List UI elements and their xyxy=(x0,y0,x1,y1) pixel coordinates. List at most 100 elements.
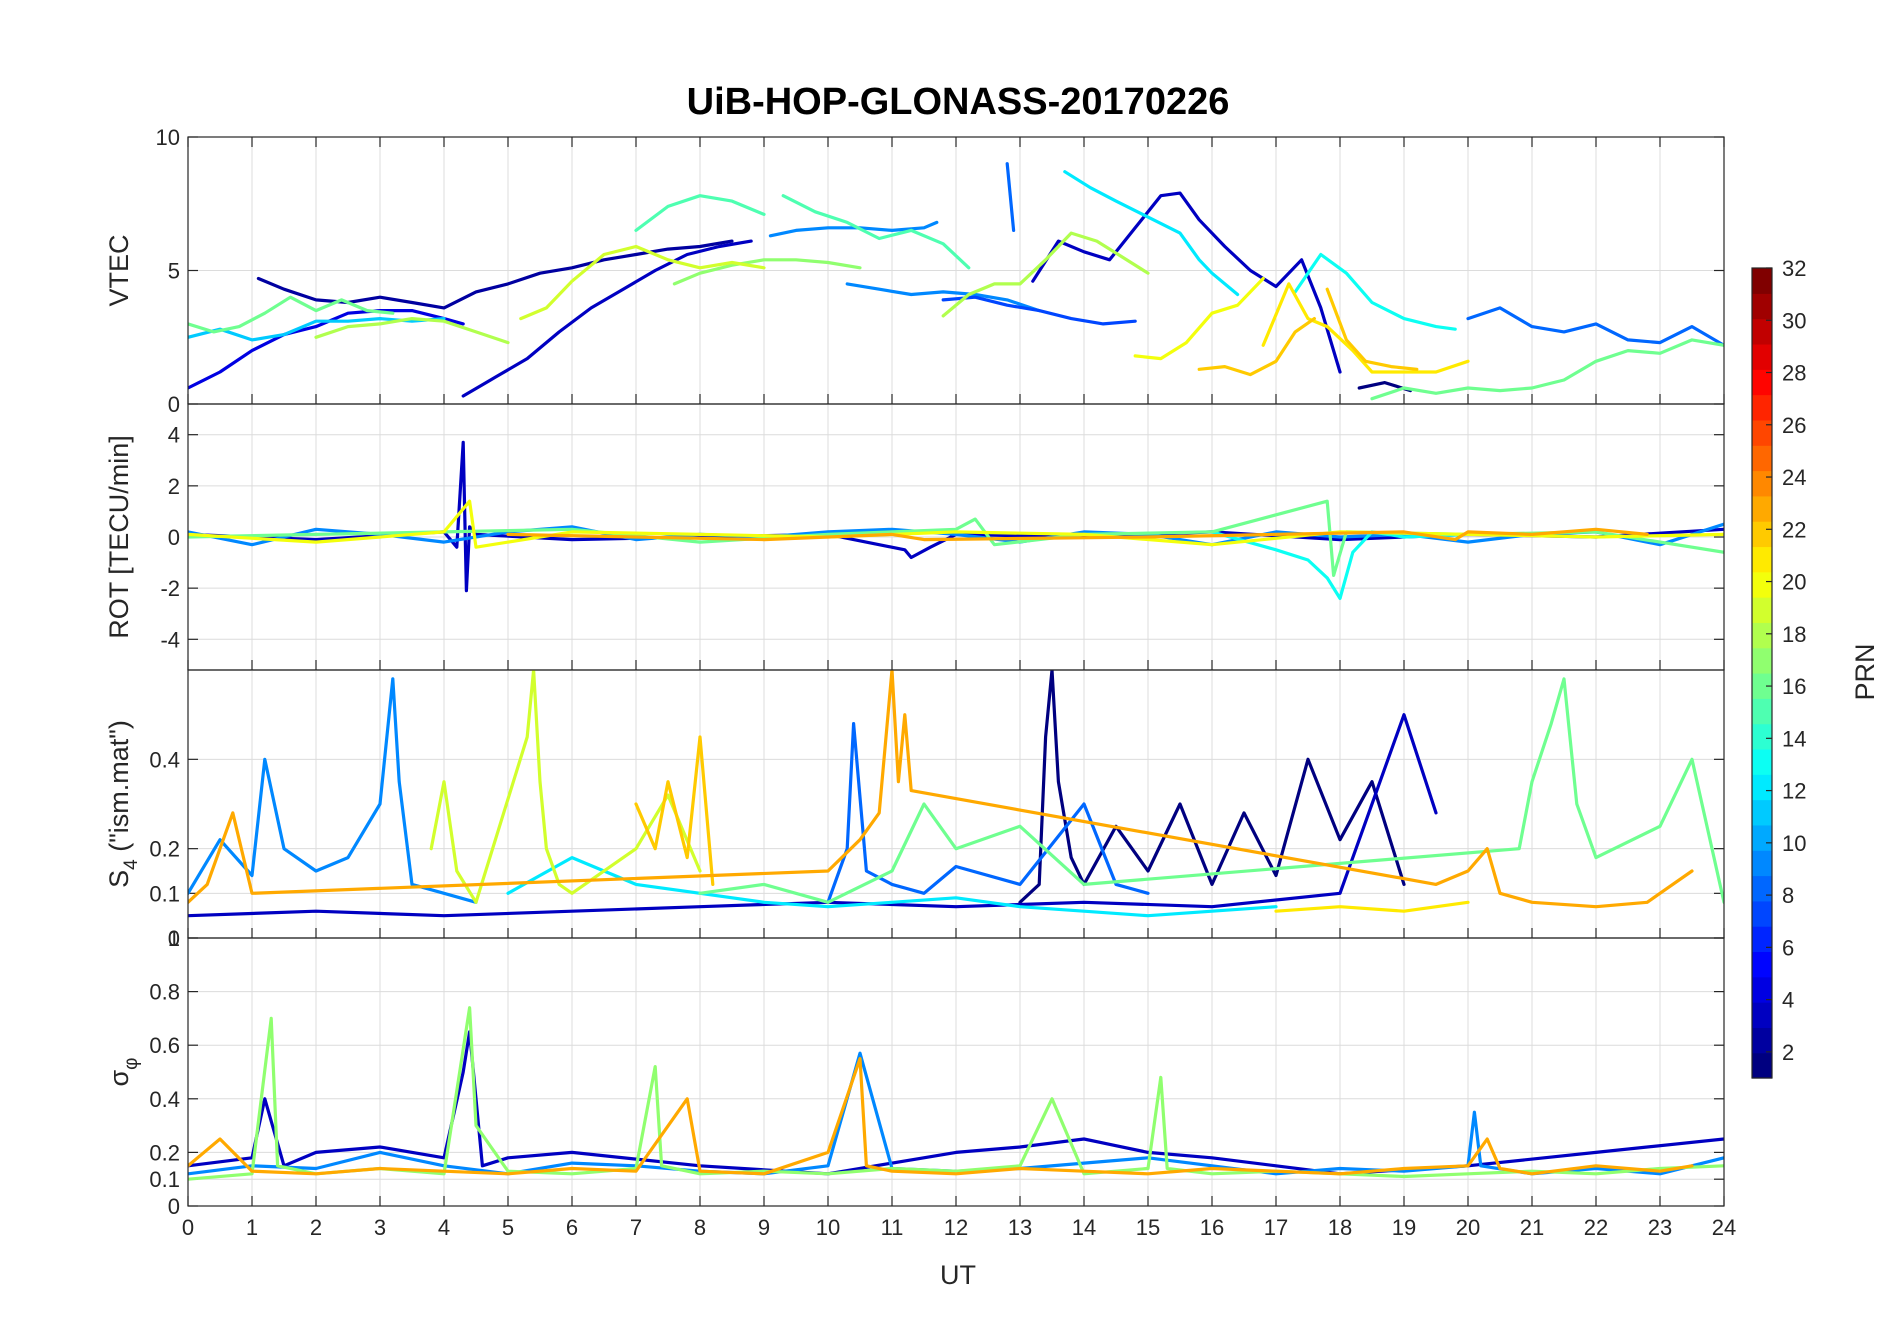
colorbar-tick-label: 14 xyxy=(1782,726,1806,751)
colorbar-segment xyxy=(1752,293,1772,320)
panel-s4: 0 0.1 0.2 0.4 S4 ("ism.mat") xyxy=(104,669,1725,951)
y-axis-label-sub: 4 xyxy=(121,859,142,870)
colorbar-segment xyxy=(1752,976,1772,1003)
series-line-prn-12 xyxy=(1063,170,1240,297)
colorbar-tick-label: 6 xyxy=(1782,935,1794,960)
series-group xyxy=(188,1006,1724,1181)
colorbar-segment xyxy=(1752,622,1772,649)
y-axis-label-main: S xyxy=(104,870,134,888)
y-tick-label: 0 xyxy=(168,926,180,951)
colorbar-segment xyxy=(1752,774,1772,801)
series-line-prn-16 xyxy=(1370,338,1724,401)
series-line-prn-9 xyxy=(188,522,1724,547)
series-line-prn-15 xyxy=(634,194,766,232)
colorbar-segment xyxy=(1752,673,1772,699)
colorbar-tick-label: 26 xyxy=(1782,413,1806,438)
colorbar-segment xyxy=(1752,850,1772,877)
colorbar-segment xyxy=(1752,1052,1772,1079)
colorbar-segment xyxy=(1752,723,1772,750)
y-tick-label: 0.4 xyxy=(149,747,180,772)
colorbar-tick-label: 20 xyxy=(1782,570,1806,595)
series-line-prn-18 xyxy=(941,231,1150,318)
colorbar-segment xyxy=(1752,571,1772,598)
y-axis-label: S4 ("ism.mat") xyxy=(104,720,142,888)
colorbar-segment xyxy=(1752,926,1772,953)
colorbar-tick-label: 2 xyxy=(1782,1040,1794,1065)
x-tick-label: 2 xyxy=(310,1215,322,1240)
series-line-prn-3 xyxy=(1031,191,1342,374)
series-line-prn-2 xyxy=(256,239,734,310)
series-line-prn-17 xyxy=(672,258,862,286)
x-tick-label: 6 xyxy=(566,1215,578,1240)
y-tick-label: 0 xyxy=(168,392,180,417)
x-tick-label: 9 xyxy=(758,1215,770,1240)
colorbar-tick-label: 4 xyxy=(1782,988,1794,1013)
y-tick-label: 0.8 xyxy=(149,980,180,1005)
colorbar-tick-label: 18 xyxy=(1782,622,1806,647)
x-tick-label: 7 xyxy=(630,1215,642,1240)
x-tick-label: 5 xyxy=(502,1215,514,1240)
series-line-prn-3 xyxy=(188,1030,1724,1176)
series-line-prn-22 xyxy=(1197,317,1316,377)
y-axis-label: σφ xyxy=(104,1058,142,1087)
series-line-prn-8 xyxy=(1466,306,1724,347)
colorbar-tick-label: 16 xyxy=(1782,674,1806,699)
y-tick-label: 0 xyxy=(168,525,180,550)
y-tick-label: -4 xyxy=(160,627,180,652)
series-line-prn-8 xyxy=(826,722,1150,904)
x-tick-label: 21 xyxy=(1520,1215,1544,1240)
x-tick-label: 12 xyxy=(944,1215,968,1240)
series-line-prn-13 xyxy=(1293,252,1457,331)
series-group xyxy=(188,670,1724,918)
colorbar-segment xyxy=(1752,647,1772,674)
colorbar-segment xyxy=(1752,1002,1772,1028)
series-line-prn-12 xyxy=(506,856,1278,918)
y-tick-label: 5 xyxy=(168,259,180,284)
x-tick-label: 15 xyxy=(1136,1215,1160,1240)
series-line-prn-1 xyxy=(1018,670,1406,904)
series-line-prn-15 xyxy=(781,194,971,270)
x-tick-label: 11 xyxy=(881,1215,904,1240)
series-line-prn-22 xyxy=(634,735,715,886)
colorbar-segment xyxy=(1752,799,1772,826)
x-tick-label: 24 xyxy=(1712,1215,1736,1240)
colorbar-segment xyxy=(1752,268,1772,294)
colorbar-tick-label: 28 xyxy=(1782,361,1806,386)
colorbar-segment xyxy=(1752,445,1772,472)
colorbar-frame xyxy=(1751,267,1773,1079)
x-tick-label: 20 xyxy=(1456,1215,1480,1240)
y-tick-label: 0.2 xyxy=(149,837,180,862)
series-line-prn-7 xyxy=(941,295,1137,326)
series-line-prn-3 xyxy=(188,713,1438,918)
colorbar-segment xyxy=(1752,419,1772,446)
series-line-prn-9 xyxy=(845,282,1041,313)
colorbar-tick-label: 24 xyxy=(1782,465,1806,490)
colorbar-segment xyxy=(1752,951,1772,978)
series-line-prn-21 xyxy=(1261,282,1470,374)
y-tick-label: 0.1 xyxy=(149,1167,180,1192)
y-axis-label: ROT [TECU/min] xyxy=(104,435,134,639)
x-tick-label: 0 xyxy=(182,1215,194,1240)
x-tick-label: 14 xyxy=(1072,1215,1096,1240)
series-line-prn-9 xyxy=(188,677,478,904)
series-line-prn-21 xyxy=(1274,900,1470,913)
y-tick-label: 2 xyxy=(168,474,180,499)
x-tick-label: 23 xyxy=(1648,1215,1672,1240)
x-axis: 0 1 2 3 4 5 6 7 8 9 10 11 12 13 14 15 16 17 18 19 20 21 22 23 24 xyxy=(182,137,1736,1240)
colorbar-segment xyxy=(1752,521,1772,548)
colorbar-segment xyxy=(1752,597,1772,623)
series-line-prn-16 xyxy=(698,677,1724,904)
colorbar-segment xyxy=(1752,343,1772,370)
colorbar-segment xyxy=(1752,394,1772,421)
colorbar-segment xyxy=(1752,546,1772,573)
colorbar-label: PRN xyxy=(1850,643,1880,700)
y-axis-label-rest: ("ism.mat") xyxy=(104,720,134,859)
series-line-prn-3 xyxy=(461,239,753,398)
y-tick-label: 1 xyxy=(168,926,180,951)
y-axis-label: VTEC xyxy=(104,234,134,306)
colorbar-segment xyxy=(1752,875,1772,902)
